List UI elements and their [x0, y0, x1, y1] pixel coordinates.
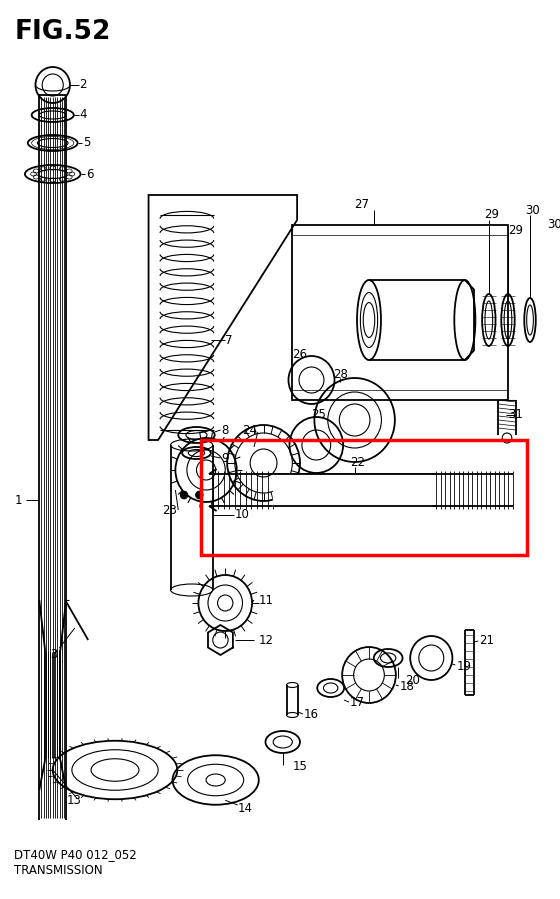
Text: 8: 8 [221, 423, 229, 437]
Text: 20: 20 [405, 673, 421, 687]
Text: 9: 9 [221, 451, 229, 465]
Text: 22: 22 [350, 456, 365, 468]
Text: 3: 3 [50, 648, 58, 662]
Text: 25: 25 [311, 408, 326, 422]
Text: 23: 23 [162, 503, 178, 517]
Text: 5: 5 [83, 137, 91, 149]
Text: 31: 31 [508, 408, 523, 422]
Text: 29: 29 [484, 209, 499, 221]
Bar [201, 440, 527, 555]
Text: 18: 18 [400, 681, 414, 693]
Text: 4: 4 [80, 109, 87, 121]
Text: 30: 30 [525, 203, 540, 217]
Text: 27: 27 [354, 199, 370, 211]
Text: 7: 7 [225, 334, 233, 346]
Text: 12: 12 [259, 634, 274, 646]
Circle shape [180, 491, 188, 499]
Text: 16: 16 [304, 708, 319, 722]
Text: 19: 19 [456, 660, 471, 672]
Text: 1: 1 [15, 494, 22, 506]
Text: 11: 11 [259, 593, 274, 607]
Text: 15: 15 [292, 761, 307, 773]
Text: 29: 29 [508, 224, 523, 236]
Text: 13: 13 [67, 794, 82, 806]
Text: 30: 30 [547, 218, 560, 232]
Text: 14: 14 [237, 802, 253, 814]
Text: 6: 6 [86, 167, 94, 181]
Text: 2: 2 [80, 78, 87, 92]
Text: 26: 26 [292, 349, 307, 361]
Text: 17: 17 [350, 697, 365, 709]
Text: 10: 10 [235, 509, 250, 521]
Circle shape [195, 491, 203, 499]
Text: TRANSMISSION: TRANSMISSION [15, 865, 103, 877]
Text: 21: 21 [479, 634, 494, 646]
Text: FIG.52: FIG.52 [15, 19, 111, 45]
Text: DT40W P40 012_052: DT40W P40 012_052 [15, 849, 137, 861]
Text: 28: 28 [334, 369, 348, 381]
Text: 24: 24 [242, 423, 257, 437]
